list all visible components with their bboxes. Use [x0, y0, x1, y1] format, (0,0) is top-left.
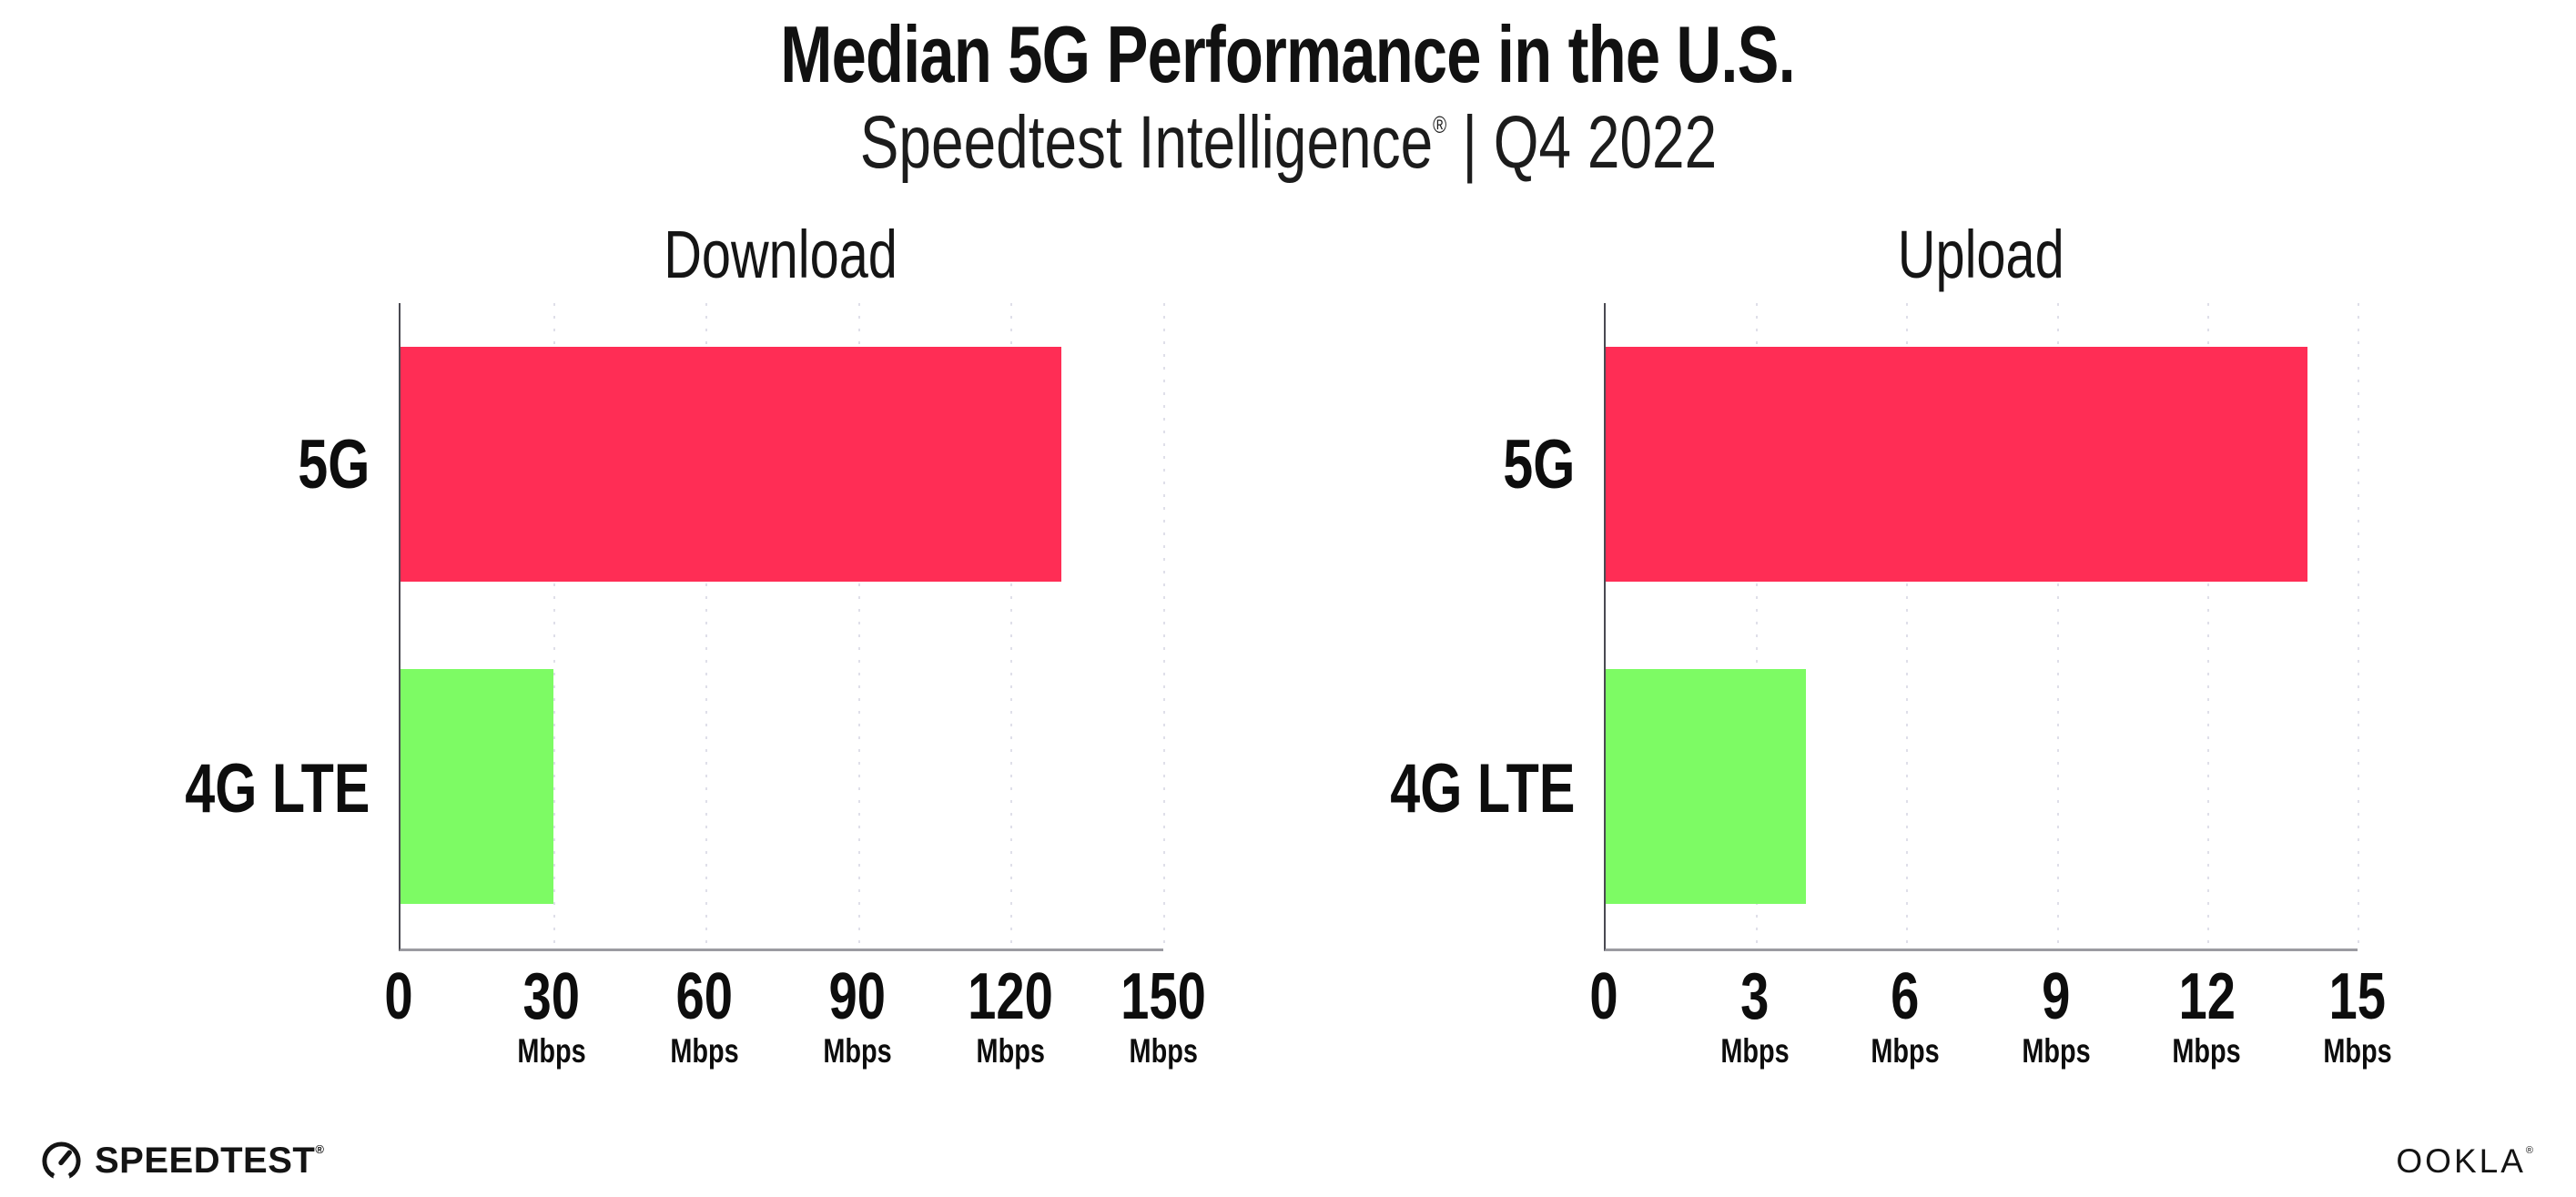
x-tick-value: 90	[828, 959, 887, 1033]
download-chart: Download 5G 4G LTE 0 30 Mbps 60 Mbps 90 Mbps 120…	[137, 216, 1206, 1084]
y-label-5g: 5G	[1502, 426, 1575, 504]
x-tick-value: 120	[968, 959, 1053, 1033]
x-tick-value: 30	[522, 959, 581, 1033]
gridline-120	[1010, 302, 1013, 948]
bar-5g	[1606, 346, 2307, 582]
upload-x-axis: 0 3 Mbps 6 Mbps 9 Mbps 12 Mbps 15 Mbps	[1589, 959, 2391, 1084]
x-tick-60: 60 Mbps	[661, 959, 749, 1071]
x-tick-unit: Mbps	[823, 1032, 892, 1070]
bar-row-4g-lte	[1606, 625, 2358, 948]
ookla-logo: OOKLA®	[2396, 1142, 2536, 1181]
gridline-90	[857, 302, 860, 948]
speedtest-gauge-icon	[42, 1141, 81, 1182]
ookla-wordmark: OOKLA	[2396, 1141, 2526, 1180]
gridline-9	[2056, 302, 2059, 948]
x-tick-value: 0	[1589, 959, 1618, 1033]
subtitle-brand: Speedtest Intelligence	[859, 101, 1433, 185]
x-tick-12: 12 Mbps	[2163, 959, 2251, 1071]
ookla-registered-mark-icon: ®	[2525, 1144, 2536, 1156]
x-tick-unit: Mbps	[1129, 1032, 1198, 1070]
y-label-4g-lte: 4G LTE	[1389, 750, 1575, 828]
gridline-6	[1906, 302, 1909, 948]
x-tick-value: 0	[384, 959, 413, 1033]
header: Median 5G Performance in the U.S. Speedt…	[0, 0, 2576, 185]
x-tick-0: 0	[1586, 959, 1622, 1033]
x-tick-3: 3 Mbps	[1710, 959, 1799, 1071]
registered-mark-icon: ®	[1432, 111, 1446, 139]
x-tick-unit: Mbps	[2022, 1032, 2091, 1070]
bar-row-5g	[1606, 303, 2358, 626]
x-tick-value: 9	[2042, 959, 2071, 1033]
bar-row-4g-lte	[401, 625, 1163, 948]
upload-chart: Upload 5G 4G LTE 0 3 Mbps 6 Mbps 9 Mbps 12 Mbps 15…	[1342, 216, 2392, 1084]
bar-5g	[401, 346, 1062, 582]
charts-row: Download 5G 4G LTE 0 30 Mbps 60 Mbps 90 Mbps 120…	[0, 216, 2576, 1084]
y-label-5g: 5G	[297, 426, 370, 504]
x-tick-value: 12	[2178, 959, 2236, 1033]
x-tick-unit: Mbps	[2323, 1032, 2392, 1070]
x-tick-unit: Mbps	[1871, 1032, 1940, 1070]
gridline-15	[2358, 302, 2359, 948]
subtitle-period: | Q4 2022	[1461, 101, 1717, 185]
x-tick-unit: Mbps	[1719, 1032, 1790, 1070]
upload-chart-title: Upload	[1897, 216, 2064, 292]
speedtest-wordmark: SPEEDTEST®	[95, 1141, 325, 1181]
gridline-150	[1163, 302, 1165, 948]
upload-y-axis-labels: 5G 4G LTE	[1342, 303, 1604, 951]
x-tick-unit: Mbps	[976, 1032, 1045, 1070]
y-label-4g-lte: 4G LTE	[184, 750, 370, 828]
footer: SPEEDTEST® OOKLA®	[40, 1140, 2536, 1182]
upload-plot-area	[1604, 302, 2359, 951]
x-tick-0: 0	[380, 959, 417, 1033]
x-tick-30: 30 Mbps	[508, 959, 596, 1071]
download-x-axis: 0 30 Mbps 60 Mbps 90 Mbps 120 Mbps 150 Mbps	[384, 959, 1205, 1084]
x-tick-unit: Mbps	[517, 1032, 586, 1070]
speedtest-registered-mark-icon: ®	[315, 1142, 325, 1157]
x-tick-value: 60	[675, 959, 734, 1033]
x-tick-value: 150	[1121, 959, 1206, 1033]
gridline-3	[1756, 302, 1759, 948]
speedtest-logo: SPEEDTEST®	[40, 1140, 324, 1182]
download-plot-area	[399, 302, 1165, 951]
x-tick-90: 90 Mbps	[814, 959, 902, 1071]
x-tick-value: 6	[1891, 959, 1920, 1033]
x-tick-unit: Mbps	[670, 1032, 739, 1070]
gridline-12	[2206, 302, 2209, 948]
x-tick-value: 3	[1739, 959, 1770, 1033]
x-tick-6: 6 Mbps	[1861, 959, 1950, 1071]
gridline-60	[705, 302, 708, 948]
x-tick-120: 120 Mbps	[956, 959, 1065, 1071]
gridline-30	[553, 302, 555, 948]
page-title: Median 5G Performance in the U.S.	[0, 12, 2576, 96]
download-y-axis-labels: 5G 4G LTE	[137, 303, 399, 951]
download-chart-title: Download	[664, 216, 898, 292]
x-tick-unit: Mbps	[2172, 1032, 2242, 1070]
x-tick-150: 150 Mbps	[1109, 959, 1218, 1071]
x-tick-15: 15 Mbps	[2314, 959, 2402, 1071]
x-tick-9: 9 Mbps	[2012, 959, 2100, 1071]
page-subtitle: Speedtest Intelligence® | Q4 2022	[0, 102, 2576, 184]
bar-4g-lte	[401, 669, 553, 905]
bar-row-5g	[401, 303, 1163, 626]
x-tick-value: 15	[2328, 959, 2387, 1033]
bar-4g-lte	[1606, 669, 1807, 905]
page-title-text: Median 5G Performance in the U.S.	[780, 9, 1797, 99]
